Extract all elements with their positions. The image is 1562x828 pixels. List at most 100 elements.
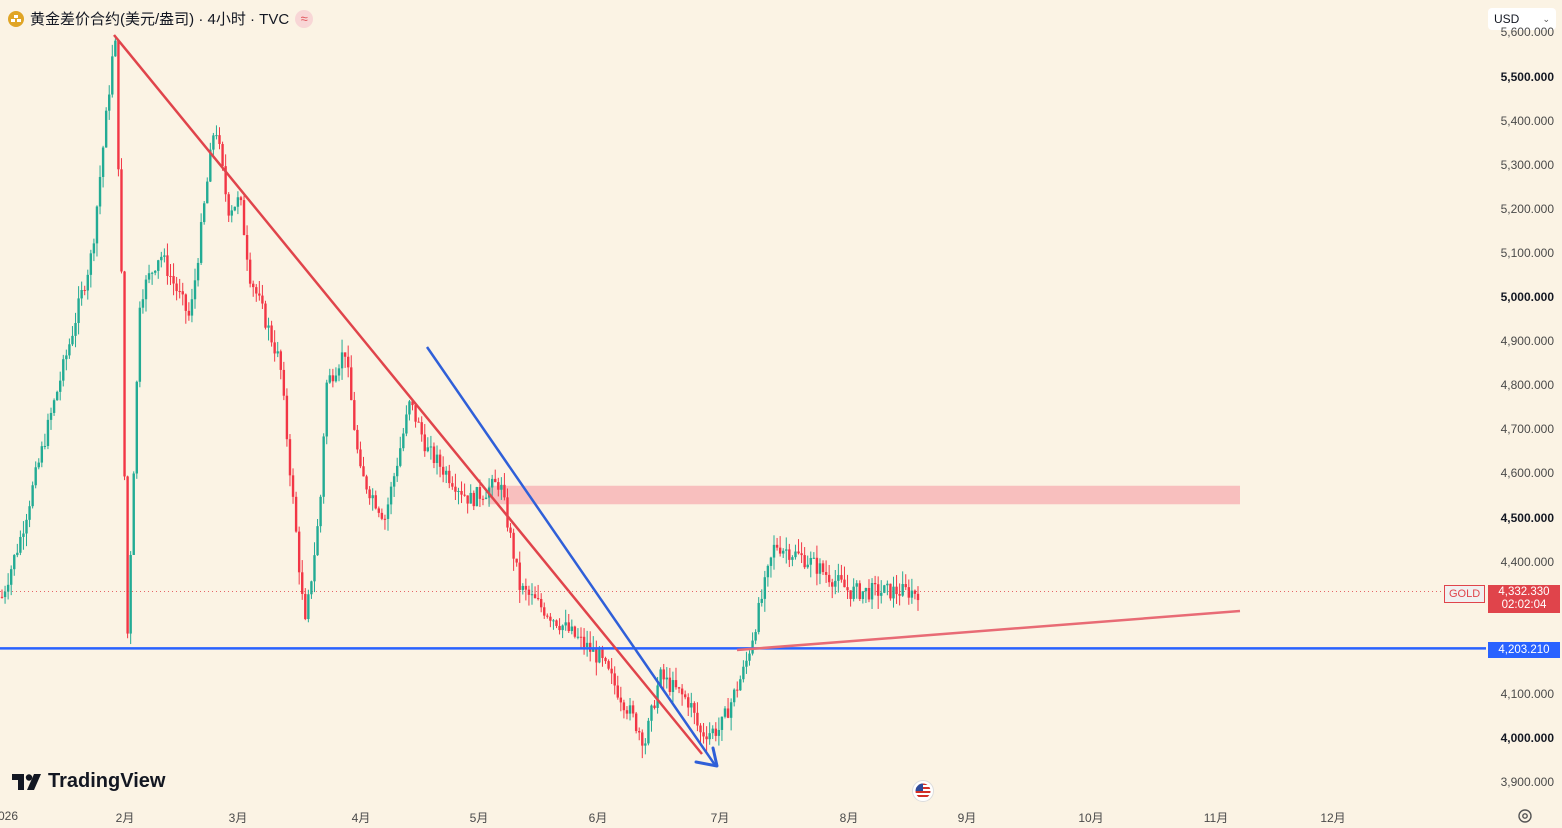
candle-body [803, 555, 806, 568]
time-scale[interactable]: 026 2月 3月 4月 5月 6月 7月 8月 9月 10月 11月 12月 [0, 800, 1562, 828]
candle-body [313, 555, 316, 582]
candle-body [693, 703, 696, 713]
price-axis-label: 4,900.000 [1500, 334, 1554, 349]
candle-body [362, 466, 365, 477]
candle-body [77, 298, 80, 324]
candle-body [346, 356, 350, 368]
candle-body [46, 419, 50, 446]
candle-body [824, 572, 828, 575]
candle-body [230, 210, 233, 216]
candle-body [297, 531, 301, 573]
price-axis-label: 5,000.000 [1500, 290, 1554, 304]
tradingview-logo[interactable]: TradingView [12, 770, 165, 793]
candle-body [668, 677, 672, 693]
chart-area[interactable] [0, 0, 1486, 800]
candle-body [772, 544, 776, 558]
candle-body [255, 287, 258, 294]
candle-body [141, 299, 145, 308]
candle-body [592, 649, 595, 652]
us-flag-icon[interactable] [912, 780, 934, 802]
candle-body [827, 574, 831, 583]
candle-body [641, 732, 644, 746]
candle-body [353, 400, 356, 430]
candle-body [80, 290, 83, 299]
candle-body [273, 342, 276, 354]
candle-body [108, 94, 111, 111]
candle-body [322, 436, 325, 497]
time-axis-label: 5月 [469, 811, 489, 825]
chart-title: 黄金差价合约(美元/盎司) · 4小时 · TVC [30, 11, 290, 28]
candle-body [582, 636, 586, 648]
candle-body [52, 400, 56, 413]
candle-body [215, 135, 218, 137]
candle-body [601, 649, 604, 658]
candle-body [543, 607, 546, 616]
red-downtrend-line [113, 34, 703, 755]
wave-icon[interactable]: ≈ [295, 9, 314, 28]
time-axis-label: 3月 [228, 811, 248, 825]
symbol-tag: GOLD [1444, 585, 1486, 603]
candle-body [37, 462, 40, 468]
price-scale[interactable]: 5,600.000 5,500.000 5,400.000 5,300.000 5,20… [1486, 0, 1562, 800]
candle-body [380, 512, 384, 519]
candle-body [797, 551, 800, 554]
candle-body [512, 532, 515, 559]
candle-body [224, 166, 227, 195]
candle-body [242, 200, 246, 236]
candle-body [723, 708, 727, 717]
candle-body [524, 585, 528, 590]
candle-body [873, 582, 877, 585]
logo-text: TradingView [48, 770, 166, 792]
last-price-tag: 4,332.330 02:02:04 [1488, 585, 1560, 613]
candle-body [365, 476, 368, 490]
candle-body [178, 291, 181, 293]
candle-body [68, 344, 71, 356]
candle-body [687, 697, 690, 708]
candle-body [233, 206, 237, 211]
price-axis-label: 5,300.000 [1500, 157, 1554, 172]
candle-body [843, 579, 846, 588]
candle-body [778, 547, 782, 554]
candle-body [144, 279, 148, 300]
candle-body [631, 705, 635, 714]
candle-body [9, 569, 13, 585]
candle-body [411, 401, 414, 406]
price-axis-label: 4,100.000 [1500, 686, 1554, 701]
candle-body [163, 255, 166, 257]
tradingview-logo-icon [12, 773, 41, 790]
candle-body [331, 375, 335, 382]
candle-body [708, 733, 711, 740]
candle-body [852, 586, 855, 599]
price-axis-label: 3,900.000 [1500, 775, 1554, 790]
candle-body [494, 478, 497, 483]
candle-body [558, 625, 561, 631]
candle-body [763, 577, 767, 599]
bar-countdown: 02:02:04 [1501, 599, 1547, 611]
candle-body [484, 497, 488, 499]
candle-body [150, 272, 154, 274]
price-axis-label: 4,700.000 [1500, 422, 1554, 437]
candle-body [576, 636, 580, 638]
candle-body [193, 280, 197, 300]
candle-body [405, 414, 408, 434]
candle-body [815, 557, 819, 574]
candle-body [98, 176, 102, 207]
price-axis-label: 5,100.000 [1500, 245, 1554, 260]
gear-icon[interactable] [1517, 808, 1533, 824]
price-chart[interactable] [0, 0, 1486, 800]
candle-body [264, 303, 267, 328]
candle-body [138, 307, 142, 382]
candle-body [907, 587, 911, 598]
candle-body [613, 673, 616, 686]
candle-body [209, 149, 212, 182]
candle-body [328, 375, 331, 383]
candle-body [549, 616, 552, 621]
candle-body [858, 583, 861, 600]
candle-body [279, 351, 282, 370]
candle-body [628, 705, 632, 714]
candle-body [751, 640, 754, 654]
price-axis-label: 4,800.000 [1500, 378, 1554, 393]
currency-select[interactable]: USD ⌄ [1488, 8, 1556, 30]
candle-body [114, 40, 117, 57]
candle-body [438, 454, 442, 467]
